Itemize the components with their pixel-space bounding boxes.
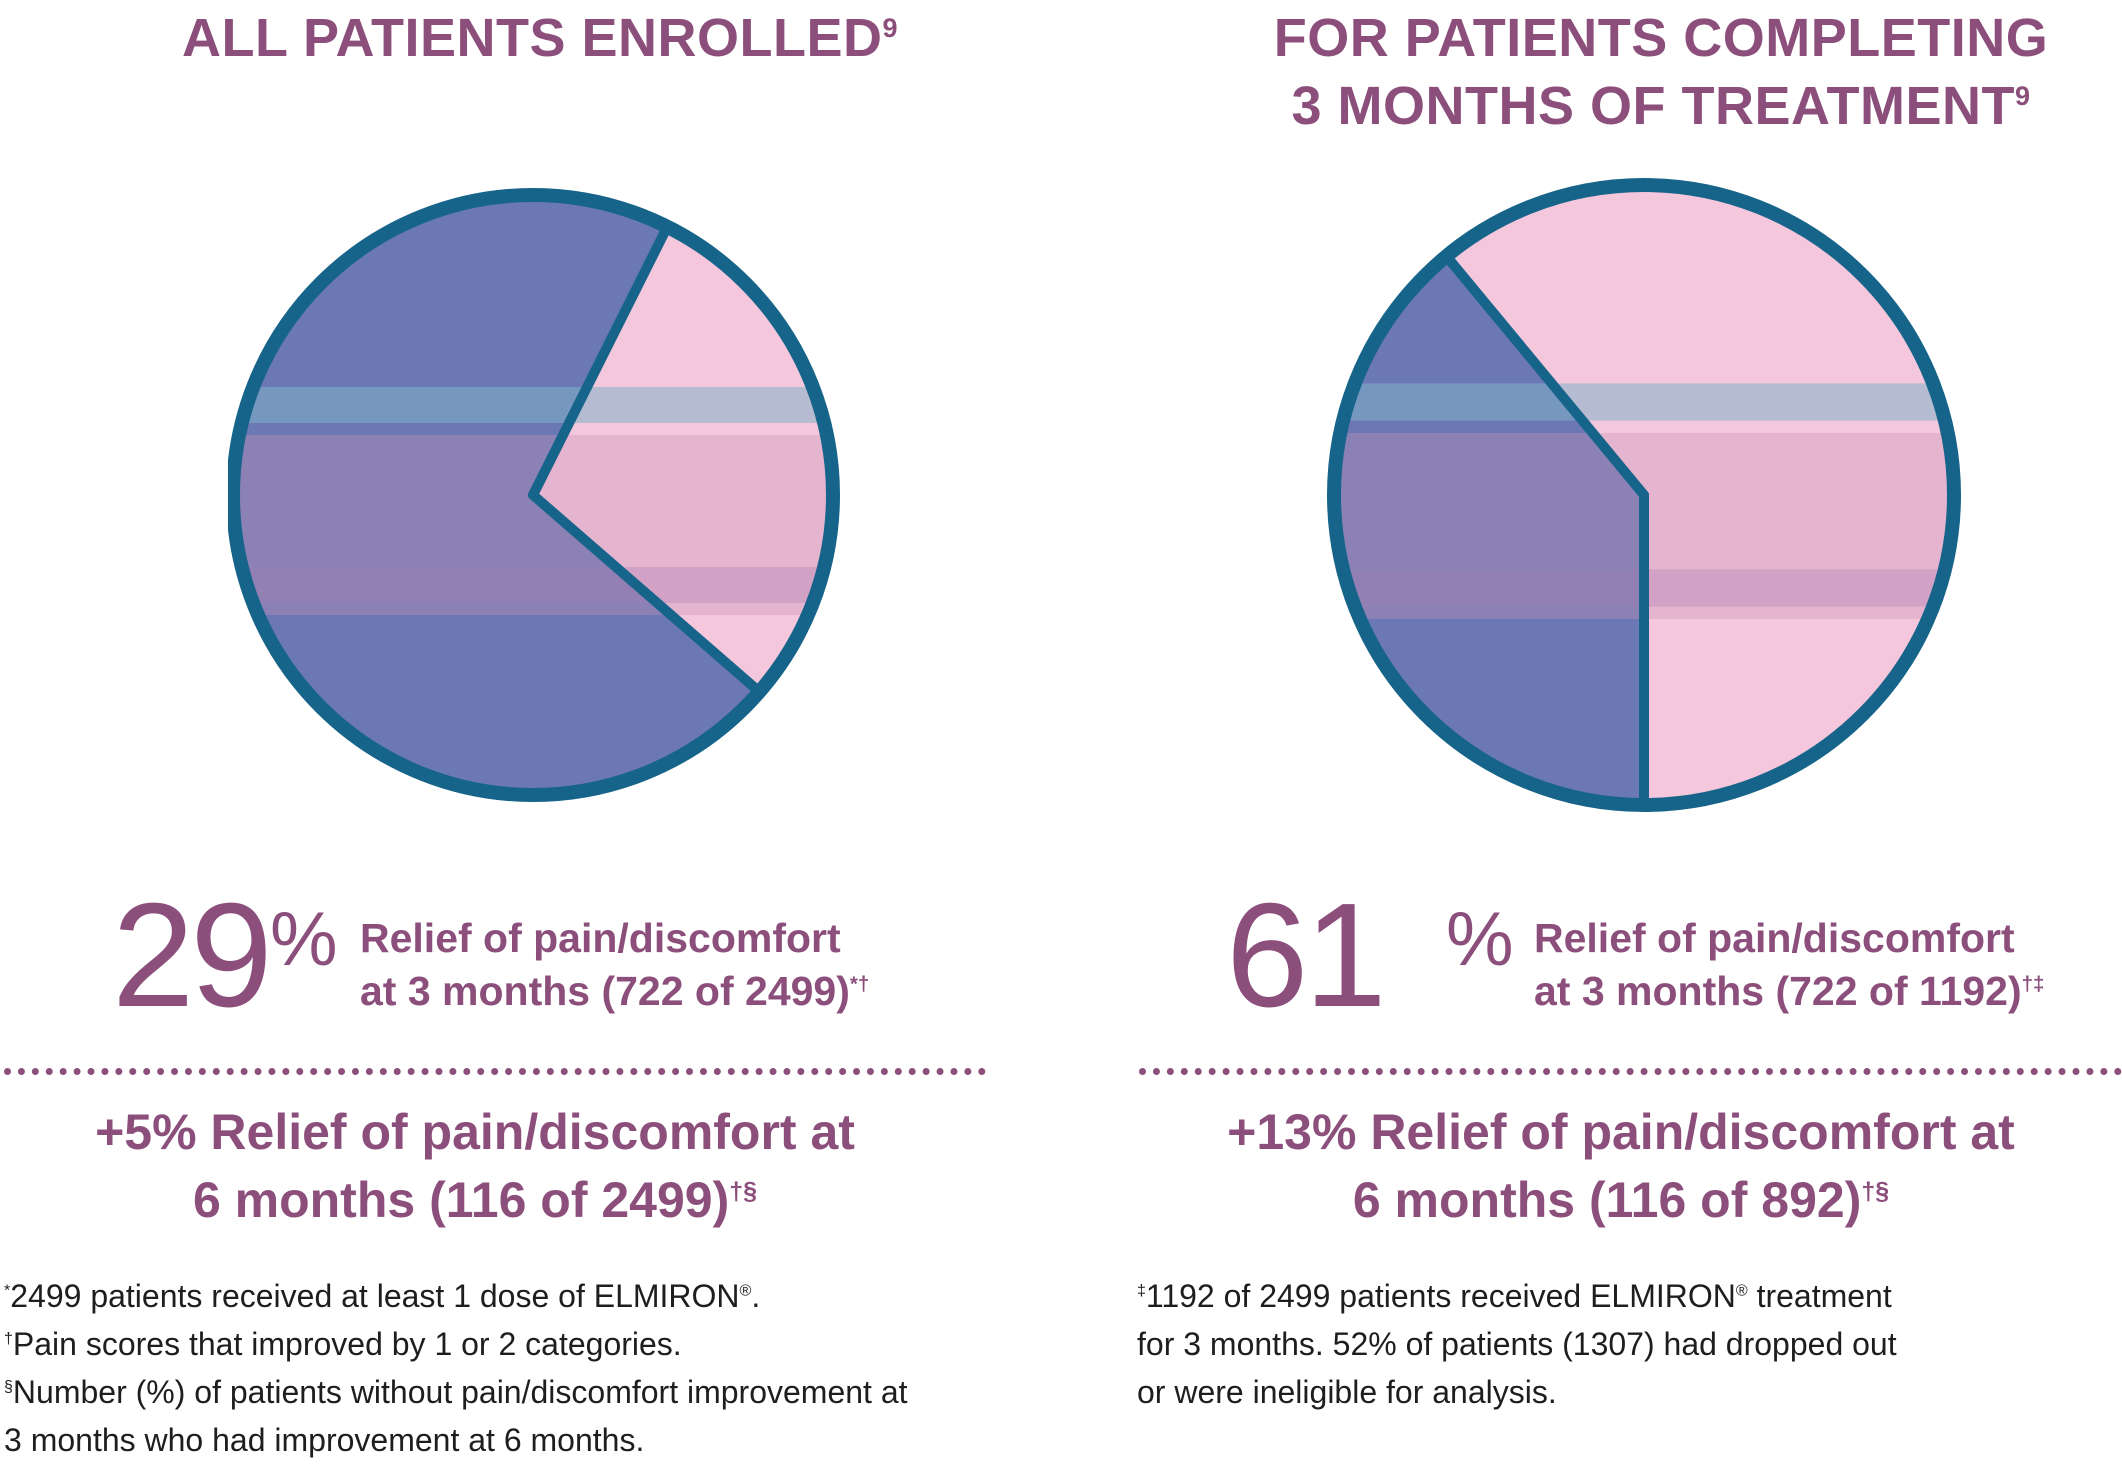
footnotes: ‡1192 of 2499 patients received ELMIRON®… (1137, 1272, 2057, 1416)
slice-divider (1441, 251, 1649, 500)
title-line1: FOR PATIENTS COMPLETING (1273, 8, 2049, 68)
title-ref: 9 (2014, 81, 2031, 111)
footnote: *2499 patients received at least 1 dose … (4, 1272, 1054, 1320)
tissue-layer (233, 567, 833, 603)
footnote-text: for 3 months. 52% of patients (1307) had… (1137, 1326, 1897, 1362)
stat-value: 29 (112, 873, 273, 1038)
footnote-text: 1192 of 2499 patients received ELMIRON (1145, 1278, 1736, 1314)
title-text: ALL PATIENTS ENROLLED (181, 8, 883, 68)
stat-6-month: +5% Relief of pain/discomfort at 6 month… (40, 1098, 910, 1234)
footnote-text: or were ineligible for analysis. (1137, 1374, 1557, 1410)
stat-unit: % (1446, 897, 1514, 982)
footnotes: *2499 patients received at least 1 dose … (4, 1272, 1054, 1464)
dotted-divider (1139, 1068, 2122, 1075)
footnote-text: 2499 patients received at least 1 dose o… (10, 1278, 740, 1314)
footnote: 3 months who had improvement at 6 months… (4, 1416, 1054, 1464)
pie-slice-no-relief (233, 195, 775, 795)
tissue-layer (233, 435, 833, 615)
title-ref: 9 (882, 13, 899, 43)
registered-mark: ® (1735, 1282, 1748, 1300)
stat-desc-line1: Relief of pain/discomfort (360, 915, 841, 961)
followup-ref: †§ (729, 1177, 758, 1206)
stat-description: Relief of pain/discomfort at 3 months (7… (1534, 912, 2044, 1018)
slice-divider (528, 221, 673, 500)
stat-3-month: 29 % Relief of pain/discomfort at 3 mont… (112, 882, 992, 1030)
stat-desc-ref: †‡ (2021, 972, 2045, 996)
footnote-text: 3 months who had improvement at 6 months… (4, 1422, 645, 1458)
registered-mark: ® (739, 1282, 752, 1300)
pie-chart (1294, 165, 1994, 845)
footnote: ‡1192 of 2499 patients received ELMIRON®… (1137, 1272, 2057, 1320)
footnote-mark: § (4, 1378, 13, 1396)
followup-line2: 6 months (116 of 2499) (192, 1172, 730, 1228)
pie-slice-relief (1433, 185, 1954, 805)
tissue-layer (1334, 383, 1954, 421)
footnote-mark: ‡ (1137, 1282, 1146, 1300)
stat-desc-line2-wrap: at 3 months (722 of 1192)†‡ (1534, 965, 2044, 1018)
pie-chart-svg (228, 188, 840, 802)
footnote-tail: . (751, 1278, 761, 1314)
followup-line2: 6 months (116 of 892) (1352, 1172, 1862, 1228)
stat-desc-ref: *† (849, 972, 870, 996)
footnote-tail: treatment (1747, 1278, 1892, 1314)
panel-title: FOR PATIENTS COMPLETING 3 MONTHS OF TREA… (1231, 4, 2091, 140)
pie-slice-relief (533, 208, 833, 705)
footnote: or were ineligible for analysis. (1137, 1368, 2057, 1416)
followup-line1: +5% Relief of pain/discomfort at (95, 1104, 855, 1160)
pie-chart (228, 165, 878, 845)
tissue-layer (233, 387, 833, 423)
stat-6-month: +13% Relief of pain/discomfort at 6 mont… (1176, 1098, 2066, 1234)
pie-outline (228, 188, 840, 802)
followup-line1: +13% Relief of pain/discomfort at (1227, 1104, 2015, 1160)
stat-unit: % (270, 897, 338, 982)
dotted-divider (4, 1068, 986, 1075)
footnote-mark: * (4, 1282, 11, 1300)
panel-completing-treatment: FOR PATIENTS COMPLETING 3 MONTHS OF TREA… (1061, 0, 2122, 1463)
stat-description: Relief of pain/discomfort at 3 months (7… (360, 912, 869, 1018)
pie-outline (1327, 178, 1961, 812)
stat-value: 61 (1226, 873, 1387, 1038)
stat-desc-line2: at 3 months (722 of 2499) (360, 968, 850, 1014)
footnote-text: Pain scores that improved by 1 or 2 cate… (12, 1326, 682, 1362)
footnote-mark: † (4, 1330, 13, 1348)
slice-divider (528, 490, 765, 697)
title-text: 3 MONTHS OF TREATMENT (1291, 76, 2015, 136)
pie-chart-svg (1327, 178, 1961, 812)
panel-title: ALL PATIENTS ENROLLED9 (120, 4, 960, 72)
stat-desc-line2-wrap: at 3 months (722 of 2499)*† (360, 965, 869, 1018)
footnote: for 3 months. 52% of patients (1307) had… (1137, 1320, 2057, 1368)
stat-desc-line1: Relief of pain/discomfort (1534, 915, 2015, 961)
panel-all-enrolled: ALL PATIENTS ENROLLED9 29 % Relief of pa… (0, 0, 1061, 1463)
footnote: †Pain scores that improved by 1 or 2 cat… (4, 1320, 1054, 1368)
stat-3-month: 61 % Relief of pain/discomfort at 3 mont… (1226, 882, 2106, 1030)
footnote-text: Number (%) of patients without pain/disc… (12, 1374, 908, 1410)
footnote: §Number (%) of patients without pain/dis… (4, 1368, 1054, 1416)
stat-desc-line2: at 3 months (722 of 1192) (1534, 968, 2022, 1014)
followup-ref: †§ (1861, 1177, 1890, 1206)
